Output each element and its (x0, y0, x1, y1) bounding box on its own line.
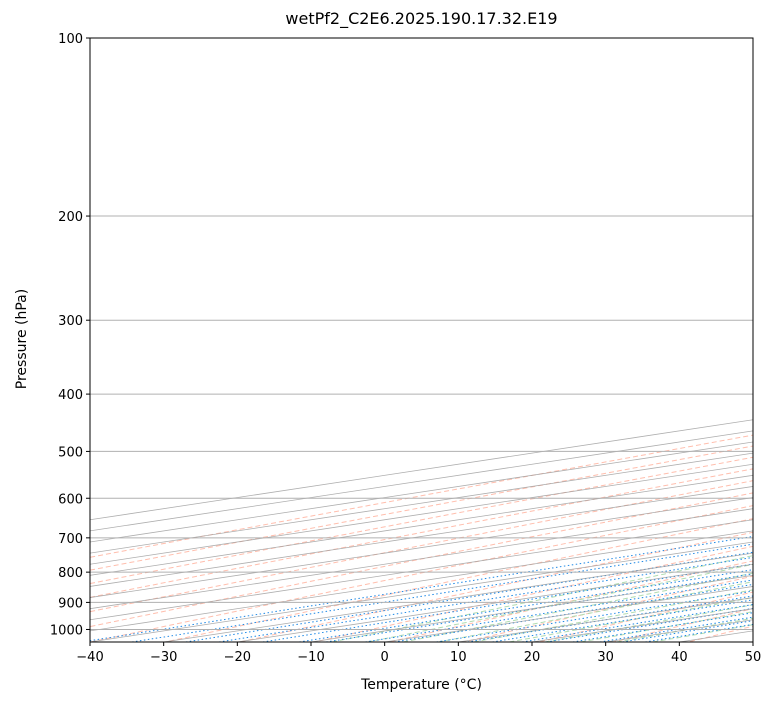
moist-adiabat-line (617, 38, 775, 642)
y-tick-label: 500 (58, 445, 83, 460)
isotherm-line (90, 38, 775, 642)
y-tick-label: 200 (58, 210, 83, 225)
isotherm-line (753, 38, 775, 642)
dry-adiabat-line (688, 38, 775, 642)
y-tick-label: 800 (58, 566, 83, 581)
isotherm-line (532, 38, 775, 642)
x-tick-label: 30 (597, 650, 614, 665)
dry-adiabat-line (763, 38, 775, 642)
y-tick-label: 700 (58, 532, 83, 547)
x-tick-label: −40 (76, 650, 103, 665)
x-tick-label: −20 (224, 650, 251, 665)
x-tick-label: 20 (524, 650, 541, 665)
y-tick-label: 600 (58, 492, 83, 507)
mixing-ratio-line (645, 451, 775, 642)
axis-ticks: −40 −30 −20 −10 0 10 20 30 40 50 100 200 300 400 500 60… (50, 32, 761, 665)
plot-frame (90, 38, 753, 642)
chart-title: wetPf2_C2E6.2025.190.17.32.E19 (90, 9, 753, 28)
moist-adiabat-line (581, 38, 775, 642)
isotherm-line (385, 38, 775, 642)
moist-adiabat-line (509, 38, 775, 642)
dry-adiabat-line (614, 38, 775, 642)
y-tick-label: 300 (58, 314, 83, 329)
mixing-ratio-line (263, 451, 775, 642)
x-tick-label: 50 (745, 650, 762, 665)
x-tick-label: −30 (150, 650, 177, 665)
moist-adiabat-line (438, 38, 775, 642)
moist-adiabat-line (653, 38, 775, 642)
mixing-ratio-line (394, 451, 775, 642)
dry-adiabat-line (539, 38, 775, 642)
dry-adiabat-line (389, 38, 775, 642)
x-axis-label: Temperature (°C) (90, 677, 753, 693)
x-tick-label: −10 (297, 650, 324, 665)
y-tick-label: 900 (58, 596, 83, 611)
y-tick-label: 400 (58, 388, 83, 403)
background-lines (0, 38, 775, 642)
y-tick-label: 100 (58, 32, 83, 47)
x-tick-label: 40 (671, 650, 688, 665)
moist-adiabat-line (368, 38, 775, 642)
x-tick-label: 10 (450, 650, 467, 665)
x-tick-label: 0 (381, 650, 389, 665)
dry-adiabat-line (91, 38, 775, 642)
mixing-ratio-line (326, 451, 775, 642)
isotherm-line (237, 38, 775, 642)
mixing-ratio-line (573, 451, 775, 642)
y-tick-label: 1000 (50, 623, 83, 638)
y-axis-label: Pressure (hPa) (14, 289, 30, 389)
